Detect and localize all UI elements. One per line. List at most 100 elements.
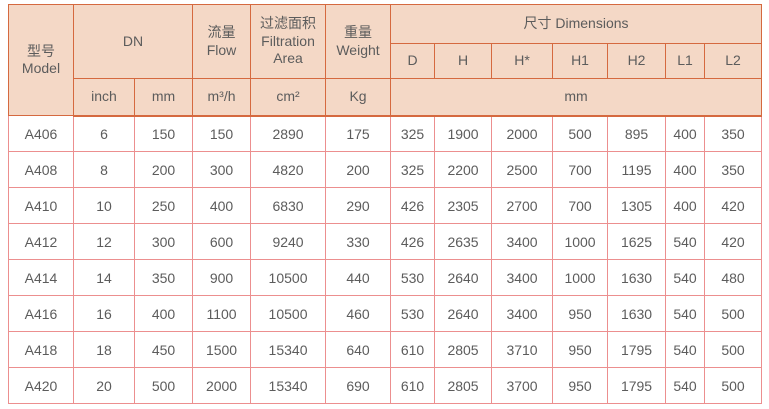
value-cell: 426	[390, 187, 436, 224]
value-cell: 3400	[491, 295, 554, 332]
unit-cell-weight: Kg	[325, 78, 392, 117]
weight-label-en: Weight	[336, 41, 380, 58]
table-body: A406 6 150 150 2890 175 325 1900 2000 500 895 400 35…	[8, 115, 763, 404]
value-cell: 2500	[491, 151, 554, 188]
value-cell: 3710	[491, 331, 554, 368]
header-cell-dim-d: D	[390, 43, 436, 79]
value-cell: 1305	[607, 187, 667, 224]
value-cell: 6830	[250, 187, 327, 224]
value-cell: 250	[133, 187, 194, 224]
value-cell: 200	[133, 151, 194, 188]
header-row-units: inch mm m³/h cm² Kg mm	[9, 78, 763, 117]
model-cell: A416	[8, 295, 74, 332]
value-cell: 540	[665, 223, 706, 260]
unit-cell-dn-mm: mm	[133, 78, 194, 117]
value-cell: 400	[665, 187, 706, 224]
value-cell: 2635	[434, 223, 493, 260]
value-cell: 500	[704, 295, 763, 332]
value-cell: 200	[325, 151, 392, 188]
value-cell: 610	[390, 331, 436, 368]
value-cell: 4820	[250, 151, 327, 188]
model-cell: A406	[8, 115, 74, 152]
spec-table: 型号 Model DN 流量 Flow 过滤面积 Filtration Area…	[8, 4, 763, 404]
value-cell: 610	[390, 367, 436, 404]
value-cell: 10	[73, 187, 135, 224]
unit-cell-filtration-area: cm²	[250, 78, 327, 117]
header-cell-dim-h2: H2	[607, 43, 667, 79]
model-cell: A408	[8, 151, 74, 188]
value-cell: 400	[665, 115, 706, 152]
value-cell: 950	[552, 367, 609, 404]
value-cell: 20	[73, 367, 135, 404]
value-cell: 426	[390, 223, 436, 260]
value-cell: 1900	[434, 115, 493, 152]
unit-cell-dimensions: mm	[390, 78, 763, 117]
value-cell: 640	[325, 331, 392, 368]
model-cell: A410	[8, 187, 74, 224]
value-cell: 9240	[250, 223, 327, 260]
header-cell-flow: 流量 Flow	[192, 4, 252, 79]
table-row: A410 10 250 400 6830 290 426 2305 2700 700 1305 400…	[8, 187, 763, 224]
filtration-label-zh: 过滤面积	[260, 15, 317, 32]
value-cell: 400	[133, 295, 194, 332]
table-header: 型号 Model DN 流量 Flow 过滤面积 Filtration Area…	[8, 4, 763, 117]
value-cell: 2000	[192, 367, 252, 404]
table-row: A408 8 200 300 4820 200 325 2200 2500 700 1195 400 3…	[8, 151, 763, 188]
value-cell: 540	[665, 259, 706, 296]
value-cell: 400	[192, 187, 252, 224]
value-cell: 1100	[192, 295, 252, 332]
value-cell: 1500	[192, 331, 252, 368]
header-cell-filtration-area: 过滤面积 Filtration Area	[250, 4, 327, 79]
model-cell: A414	[8, 259, 74, 296]
value-cell: 290	[325, 187, 392, 224]
header-cell-dim-hstar: H*	[491, 43, 554, 79]
model-cell: A420	[8, 367, 74, 404]
value-cell: 350	[704, 151, 763, 188]
header-cell-dimensions: 尺寸 Dimensions	[390, 4, 763, 44]
value-cell: 2000	[491, 115, 554, 152]
unit-cell-flow: m³/h	[192, 78, 252, 117]
filtration-label-en: Filtration Area	[261, 32, 315, 67]
value-cell: 325	[390, 151, 436, 188]
value-cell: 1795	[607, 367, 667, 404]
value-cell: 500	[704, 367, 763, 404]
value-cell: 2200	[434, 151, 493, 188]
value-cell: 1625	[607, 223, 667, 260]
model-label-en: Model	[21, 60, 61, 76]
value-cell: 15340	[250, 367, 327, 404]
weight-label-zh: 重量	[344, 24, 373, 40]
table-row: A420 20 500 2000 15340 690 610 2805 3700 950 1795 5…	[8, 367, 763, 404]
value-cell: 14	[73, 259, 135, 296]
value-cell: 400	[665, 151, 706, 188]
value-cell: 150	[133, 115, 194, 152]
value-cell: 700	[552, 151, 609, 188]
value-cell: 175	[325, 115, 392, 152]
value-cell: 300	[192, 151, 252, 188]
model-cell: A412	[8, 223, 74, 260]
table-row: A416 16 400 1100 10500 460 530 2640 3400 950 1630 5…	[8, 295, 763, 332]
unit-cell-dn-inch: inch	[73, 78, 135, 117]
value-cell: 6	[73, 115, 135, 152]
value-cell: 10500	[250, 295, 327, 332]
value-cell: 420	[704, 187, 763, 224]
value-cell: 540	[665, 367, 706, 404]
header-cell-model: 型号 Model	[8, 4, 74, 116]
value-cell: 2640	[434, 295, 493, 332]
value-cell: 2640	[434, 259, 493, 296]
value-cell: 12	[73, 223, 135, 260]
value-cell: 440	[325, 259, 392, 296]
value-cell: 500	[552, 115, 609, 152]
table-row: A412 12 300 600 9240 330 426 2635 3400 1000 1625 54…	[8, 223, 763, 260]
value-cell: 2805	[434, 331, 493, 368]
value-cell: 325	[390, 115, 436, 152]
value-cell: 2805	[434, 367, 493, 404]
value-cell: 2700	[491, 187, 554, 224]
value-cell: 2890	[250, 115, 327, 152]
table-row: A414 14 350 900 10500 440 530 2640 3400 1000 1630 5…	[8, 259, 763, 296]
value-cell: 1195	[607, 151, 667, 188]
value-cell: 700	[552, 187, 609, 224]
value-cell: 540	[665, 331, 706, 368]
table-row: A406 6 150 150 2890 175 325 1900 2000 500 895 400 35…	[8, 115, 763, 152]
header-cell-dim-h1: H1	[552, 43, 609, 79]
value-cell: 330	[325, 223, 392, 260]
